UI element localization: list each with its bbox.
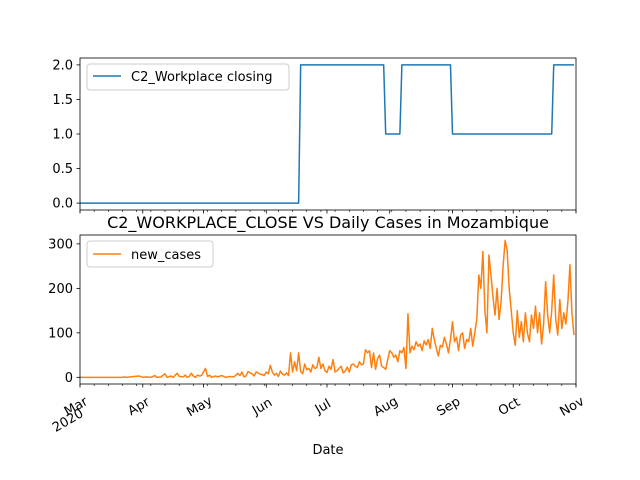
bottom-axes-frame bbox=[79, 234, 577, 385]
series-line-new_cases bbox=[80, 239, 575, 379]
bottom-legend-label: new_cases bbox=[131, 248, 201, 263]
bottom-legend-box bbox=[86, 240, 214, 268]
top-legend-label: C2_Workplace closing bbox=[131, 70, 272, 85]
top-y-axis: 0.0 0.5 1.0 1.5 2.0 bbox=[52, 58, 80, 212]
y-tick-label: 100 bbox=[48, 326, 73, 341]
y-tick-label: 0 bbox=[65, 371, 73, 386]
top-legend-box bbox=[86, 63, 290, 91]
y-tick-label: 200 bbox=[48, 282, 73, 297]
y-tick-label: 1.0 bbox=[52, 128, 73, 143]
top-axes-frame bbox=[79, 57, 577, 211]
bottom-legend: new_cases bbox=[86, 240, 214, 268]
chart-title: C2_WORKPLACE_CLOSE VS Daily Cases in Moz… bbox=[107, 213, 549, 233]
bottom-plot-area bbox=[80, 239, 575, 379]
top-plot-area bbox=[80, 64, 574, 204]
y-tick-label: 300 bbox=[48, 237, 73, 252]
y-tick-label: 2.0 bbox=[52, 58, 73, 73]
x-tick-label: Jul bbox=[312, 397, 334, 418]
series-line-C2_Workplace closing bbox=[80, 64, 574, 204]
y-tick-label: 0.5 bbox=[52, 162, 73, 177]
top-legend: C2_Workplace closing bbox=[86, 63, 290, 91]
top-subplot: 0.0 0.5 1.0 1.5 2.0 C2_Workplace closing bbox=[52, 57, 577, 214]
y-tick-label: 1.5 bbox=[52, 93, 73, 108]
bottom-y-axis: 0 100 200 300 bbox=[48, 237, 80, 386]
y-tick-label: 0.0 bbox=[52, 197, 73, 212]
x-axis-label: Date bbox=[312, 443, 343, 458]
